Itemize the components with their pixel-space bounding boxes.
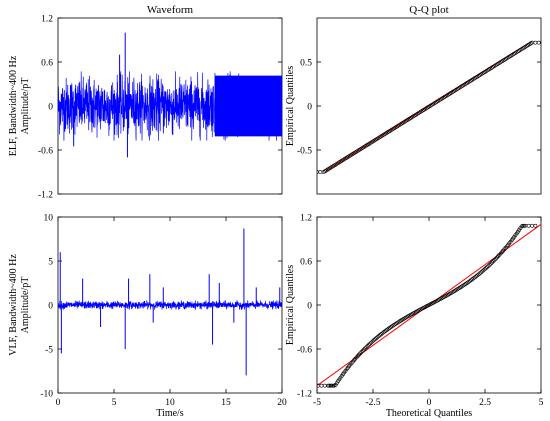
ylabel-elf-line2: Amplitude/pT	[20, 78, 31, 135]
qq-point	[522, 223, 526, 228]
dense-signal-band	[214, 75, 282, 137]
x-tick-label: 0	[427, 398, 432, 408]
qq-point	[363, 346, 368, 351]
x-tick-label: 5	[112, 398, 117, 408]
qq-point	[327, 383, 332, 388]
series-group	[312, 40, 541, 174]
qq-point	[322, 383, 327, 388]
y-tick-label: 0.5	[300, 59, 312, 69]
y-tick-label: 1.2	[41, 15, 53, 25]
qq-point	[533, 223, 538, 228]
x-tick-label: -2.5	[365, 398, 380, 408]
qq-point	[492, 258, 497, 262]
x-tick-label: 20	[277, 398, 287, 408]
y-tick-label: -0.5	[297, 147, 312, 157]
y-tick-label: 5	[48, 258, 53, 268]
qq-point	[366, 342, 371, 347]
qq-point	[481, 268, 486, 273]
qq-point	[490, 260, 494, 265]
qq-point	[317, 383, 321, 388]
qq-point	[362, 347, 366, 352]
x-tick-label: 10	[165, 398, 175, 408]
qq-point	[483, 266, 488, 271]
y-tick-label: 1.2	[300, 214, 312, 224]
y-tick-label: -5	[45, 346, 53, 356]
y-tick-label: -10	[40, 390, 53, 400]
ylabel-vlf-line1: VLF, Bandwidth~400 Hz	[8, 254, 19, 356]
qq-point	[520, 223, 525, 228]
qq-point	[364, 345, 369, 350]
qq-point	[487, 262, 492, 267]
y-tick-label: 0	[48, 302, 53, 312]
y-tick-label: -0.6	[297, 346, 312, 356]
y-tick-label: 0	[48, 103, 53, 113]
qq-point	[329, 383, 334, 388]
y-tick-label: 10	[44, 214, 54, 224]
y-tick-label: -1.2	[297, 390, 312, 400]
x-tick-label: 2.5	[479, 398, 491, 408]
plot-layer: -1.2 -0.6 0 0.6 1.2 -0.5 0 0.5 -10 -5 0 5 10 0 5 10 15 20…	[38, 15, 544, 409]
qq-point	[369, 340, 374, 345]
ylabel-qq-top: Empirical Quantiles	[285, 66, 296, 146]
series-group	[58, 32, 282, 158]
qq-point	[530, 223, 534, 228]
title-waveform: Waveform	[147, 4, 194, 16]
waveform-trace	[58, 300, 282, 310]
x-tick-label: 0	[56, 398, 61, 408]
y-tick-label: -1.2	[38, 191, 53, 201]
y-tick-label: 0	[307, 103, 312, 113]
x-tick-label: 15	[221, 398, 231, 408]
x-tick-label: -5	[313, 398, 321, 408]
qq-point	[317, 170, 319, 174]
x-tick-label: 5	[539, 398, 544, 408]
y-tick-label: 0.6	[41, 59, 53, 69]
y-tick-label: 0.6	[300, 258, 312, 268]
qq-point	[533, 40, 538, 45]
y-tick-label: 0	[307, 302, 312, 312]
series-group	[58, 228, 282, 376]
qq-point	[360, 348, 365, 353]
qq-point	[486, 264, 491, 268]
qq-point	[331, 383, 336, 388]
ylabel-elf-line1: ELF, Bandwidth~400 Hz	[8, 55, 19, 156]
qq-point	[491, 259, 496, 264]
qq-point	[328, 383, 333, 388]
series-group	[317, 223, 541, 388]
ylabel-vlf-line2: Amplitude/pT	[20, 277, 31, 334]
qq-point	[540, 41, 541, 45]
title-qq-plot: Q-Q plot	[409, 4, 448, 16]
ylabel-qq-bottom: Empirical Quantiles	[285, 265, 296, 345]
y-tick-label: -0.6	[38, 147, 53, 157]
qq-point	[485, 265, 490, 270]
qq-point	[370, 339, 375, 344]
qq-point	[319, 383, 324, 388]
qq-point	[536, 40, 541, 45]
qq-point	[526, 223, 531, 228]
qq-point	[488, 261, 493, 266]
xlabel-time: Time/s	[156, 408, 184, 419]
xlabel-theoretical-quantiles: Theoretical Quantiles	[386, 408, 472, 419]
qq-point	[318, 170, 323, 174]
qq-point	[365, 344, 370, 348]
qq-point	[368, 341, 372, 346]
qq-point	[312, 170, 315, 173]
